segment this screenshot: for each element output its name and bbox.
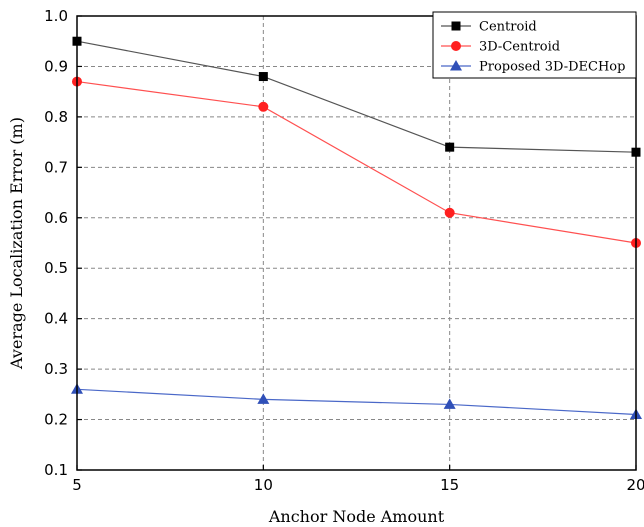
legend-label-3d-centroid: 3D-Centroid — [479, 40, 560, 55]
plot-frame — [76, 15, 637, 471]
legend-label-proposed-3d-dechop: Proposed 3D-DECHop — [479, 60, 625, 75]
data-point-3d-centroid — [258, 101, 269, 112]
grid — [77, 16, 636, 470]
legend-marker-3d-centroid — [451, 41, 461, 51]
y-tick-label: 0.8 — [44, 108, 68, 126]
axis-ticks: 5 10 15 20 0.1 0.2 0.3 0.4 0.5 0.6 0.7 0.8 0.9 1.0 — [44, 7, 644, 494]
x-tick-label: 5 — [72, 476, 82, 494]
data-point-centroid — [445, 142, 455, 152]
y-tick-label: 0.6 — [44, 209, 68, 227]
y-tick-label: 0.1 — [44, 461, 68, 479]
series-lines — [76, 40, 637, 416]
legend-label-centroid: Centroid — [479, 20, 537, 35]
x-tick-label: 10 — [254, 476, 273, 494]
data-point-3d-centroid — [444, 207, 455, 218]
data-point-proposed-3d-dechop — [443, 398, 456, 409]
y-tick-label: 0.2 — [44, 411, 68, 429]
y-tick-label: 0.7 — [44, 158, 68, 176]
series-line-3d-centroid — [76, 80, 637, 244]
data-point-proposed-3d-dechop — [257, 393, 270, 404]
legend-marker-centroid — [451, 21, 461, 31]
legend-box — [432, 11, 637, 79]
series-line-centroid — [76, 40, 637, 153]
x-tick-label: 20 — [626, 476, 644, 494]
y-tick-label: 1.0 — [44, 7, 68, 25]
x-axis-title: Anchor Node Amount — [268, 507, 445, 526]
y-tick-label: 0.3 — [44, 360, 68, 378]
series-markers — [71, 36, 642, 420]
legend: Centroid 3D-Centroid Proposed 3D-DECHop — [432, 11, 637, 79]
data-point-centroid — [258, 72, 268, 82]
y-tick-label: 0.9 — [44, 57, 68, 75]
y-tick-label: 0.5 — [44, 259, 68, 277]
series-line-proposed-3d-dechop — [76, 388, 637, 416]
x-tick-label: 15 — [440, 476, 459, 494]
y-axis-title: Average Localization Error (m) — [7, 117, 26, 370]
legend-marker-proposed-3d-dechop — [450, 60, 462, 71]
y-tick-label: 0.4 — [44, 310, 68, 328]
